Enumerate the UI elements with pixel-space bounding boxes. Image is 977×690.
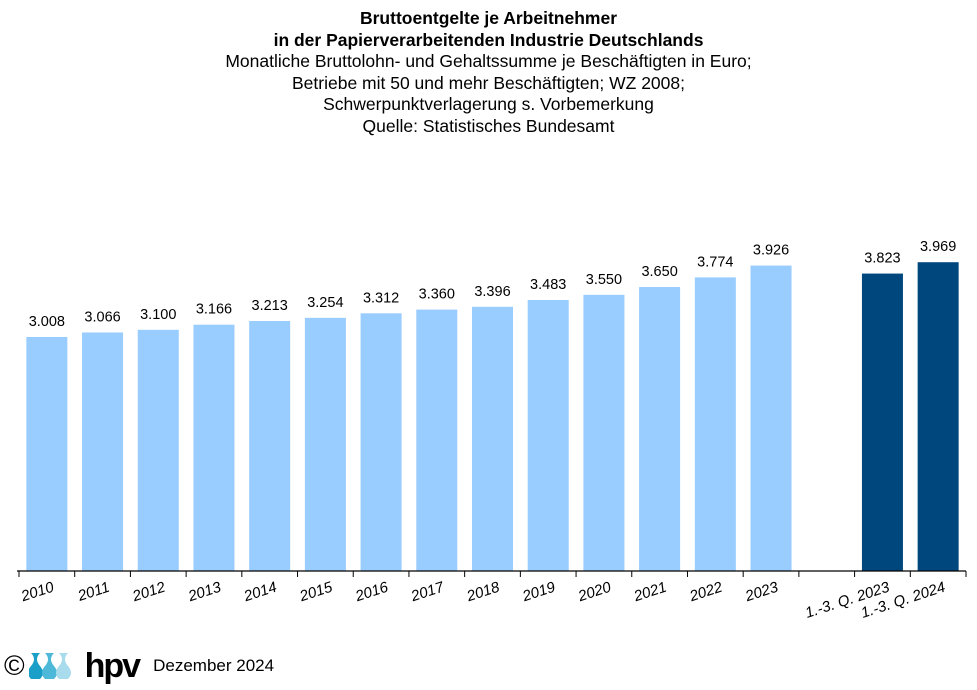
bar [639,287,681,571]
bar [304,317,346,571]
bar [583,294,625,571]
chart-titles: Bruttoentgelte je Arbeitnehmer in der Pa… [0,8,977,137]
data-label: 3.008 [29,314,65,330]
copyright-symbol: © [4,650,25,681]
x-tick-label: 2021 [631,579,669,606]
bar [249,321,291,571]
bar [527,300,569,571]
chart-subtitle-line-2: Betriebe mit 50 und mehr Beschäftigten; … [292,72,685,93]
data-label: 3.213 [252,298,288,314]
data-label: 3.823 [864,251,900,267]
data-label: 3.926 [753,243,789,259]
chart-subtitle-line-4: Quelle: Statistisches Bundesamt [362,115,615,136]
bar [193,324,235,571]
data-label: 3.066 [84,309,120,325]
x-tick-label: 2010 [18,578,57,605]
x-tick-label: 2016 [352,578,391,605]
x-tick-label: 2013 [185,578,224,605]
data-label: 3.360 [419,287,455,303]
bar [694,277,736,571]
bar [416,309,458,571]
data-label: 3.650 [641,264,677,280]
bar [472,306,513,571]
x-tick-label: 2022 [687,578,726,605]
data-label: 3.166 [196,302,232,318]
bar [360,313,402,571]
bar [750,265,792,571]
x-tick-label: 2018 [464,578,503,605]
chart-title-line-1: Bruttoentgelte je Arbeitnehmer [359,8,618,28]
data-label: 3.969 [920,239,956,255]
data-label: 3.550 [586,272,622,288]
x-tick-label: 2019 [519,578,558,605]
data-label: 3.254 [307,295,343,311]
x-tick-label: 2011 [75,579,112,605]
x-tick-label: 2017 [408,578,447,605]
chart-subtitle-line-3: Schwerpunktverlagerung s. Vorbemerkung [323,94,654,114]
bar [137,329,179,571]
bar [26,336,68,571]
chart-subtitle-line-1: Monatliche Bruttolohn- und Gehaltssumme … [225,51,752,71]
bar [917,262,959,571]
bar [82,332,124,571]
x-tick-label: 2014 [241,579,279,606]
data-label: 3.100 [140,307,176,323]
data-label: 3.483 [530,277,566,293]
x-tick-label: 2015 [297,578,336,605]
footer-date: Dezember 2024 [153,656,275,675]
data-label: 3.396 [474,284,510,300]
x-tick-label: 2023 [742,578,781,605]
hpv-logo-text: hpv [84,647,141,685]
chart-title-line-2: in der Papierverarbeitenden Industrie De… [273,29,704,50]
footer: © hpv Dezember 2024 [4,646,274,686]
x-tick-label: 2012 [130,578,169,605]
hpv-logo-waves-icon [28,653,71,679]
bar [861,273,903,571]
data-label: 3.774 [697,254,733,270]
data-label: 3.312 [363,290,399,306]
x-tick-label: 2020 [575,578,614,605]
